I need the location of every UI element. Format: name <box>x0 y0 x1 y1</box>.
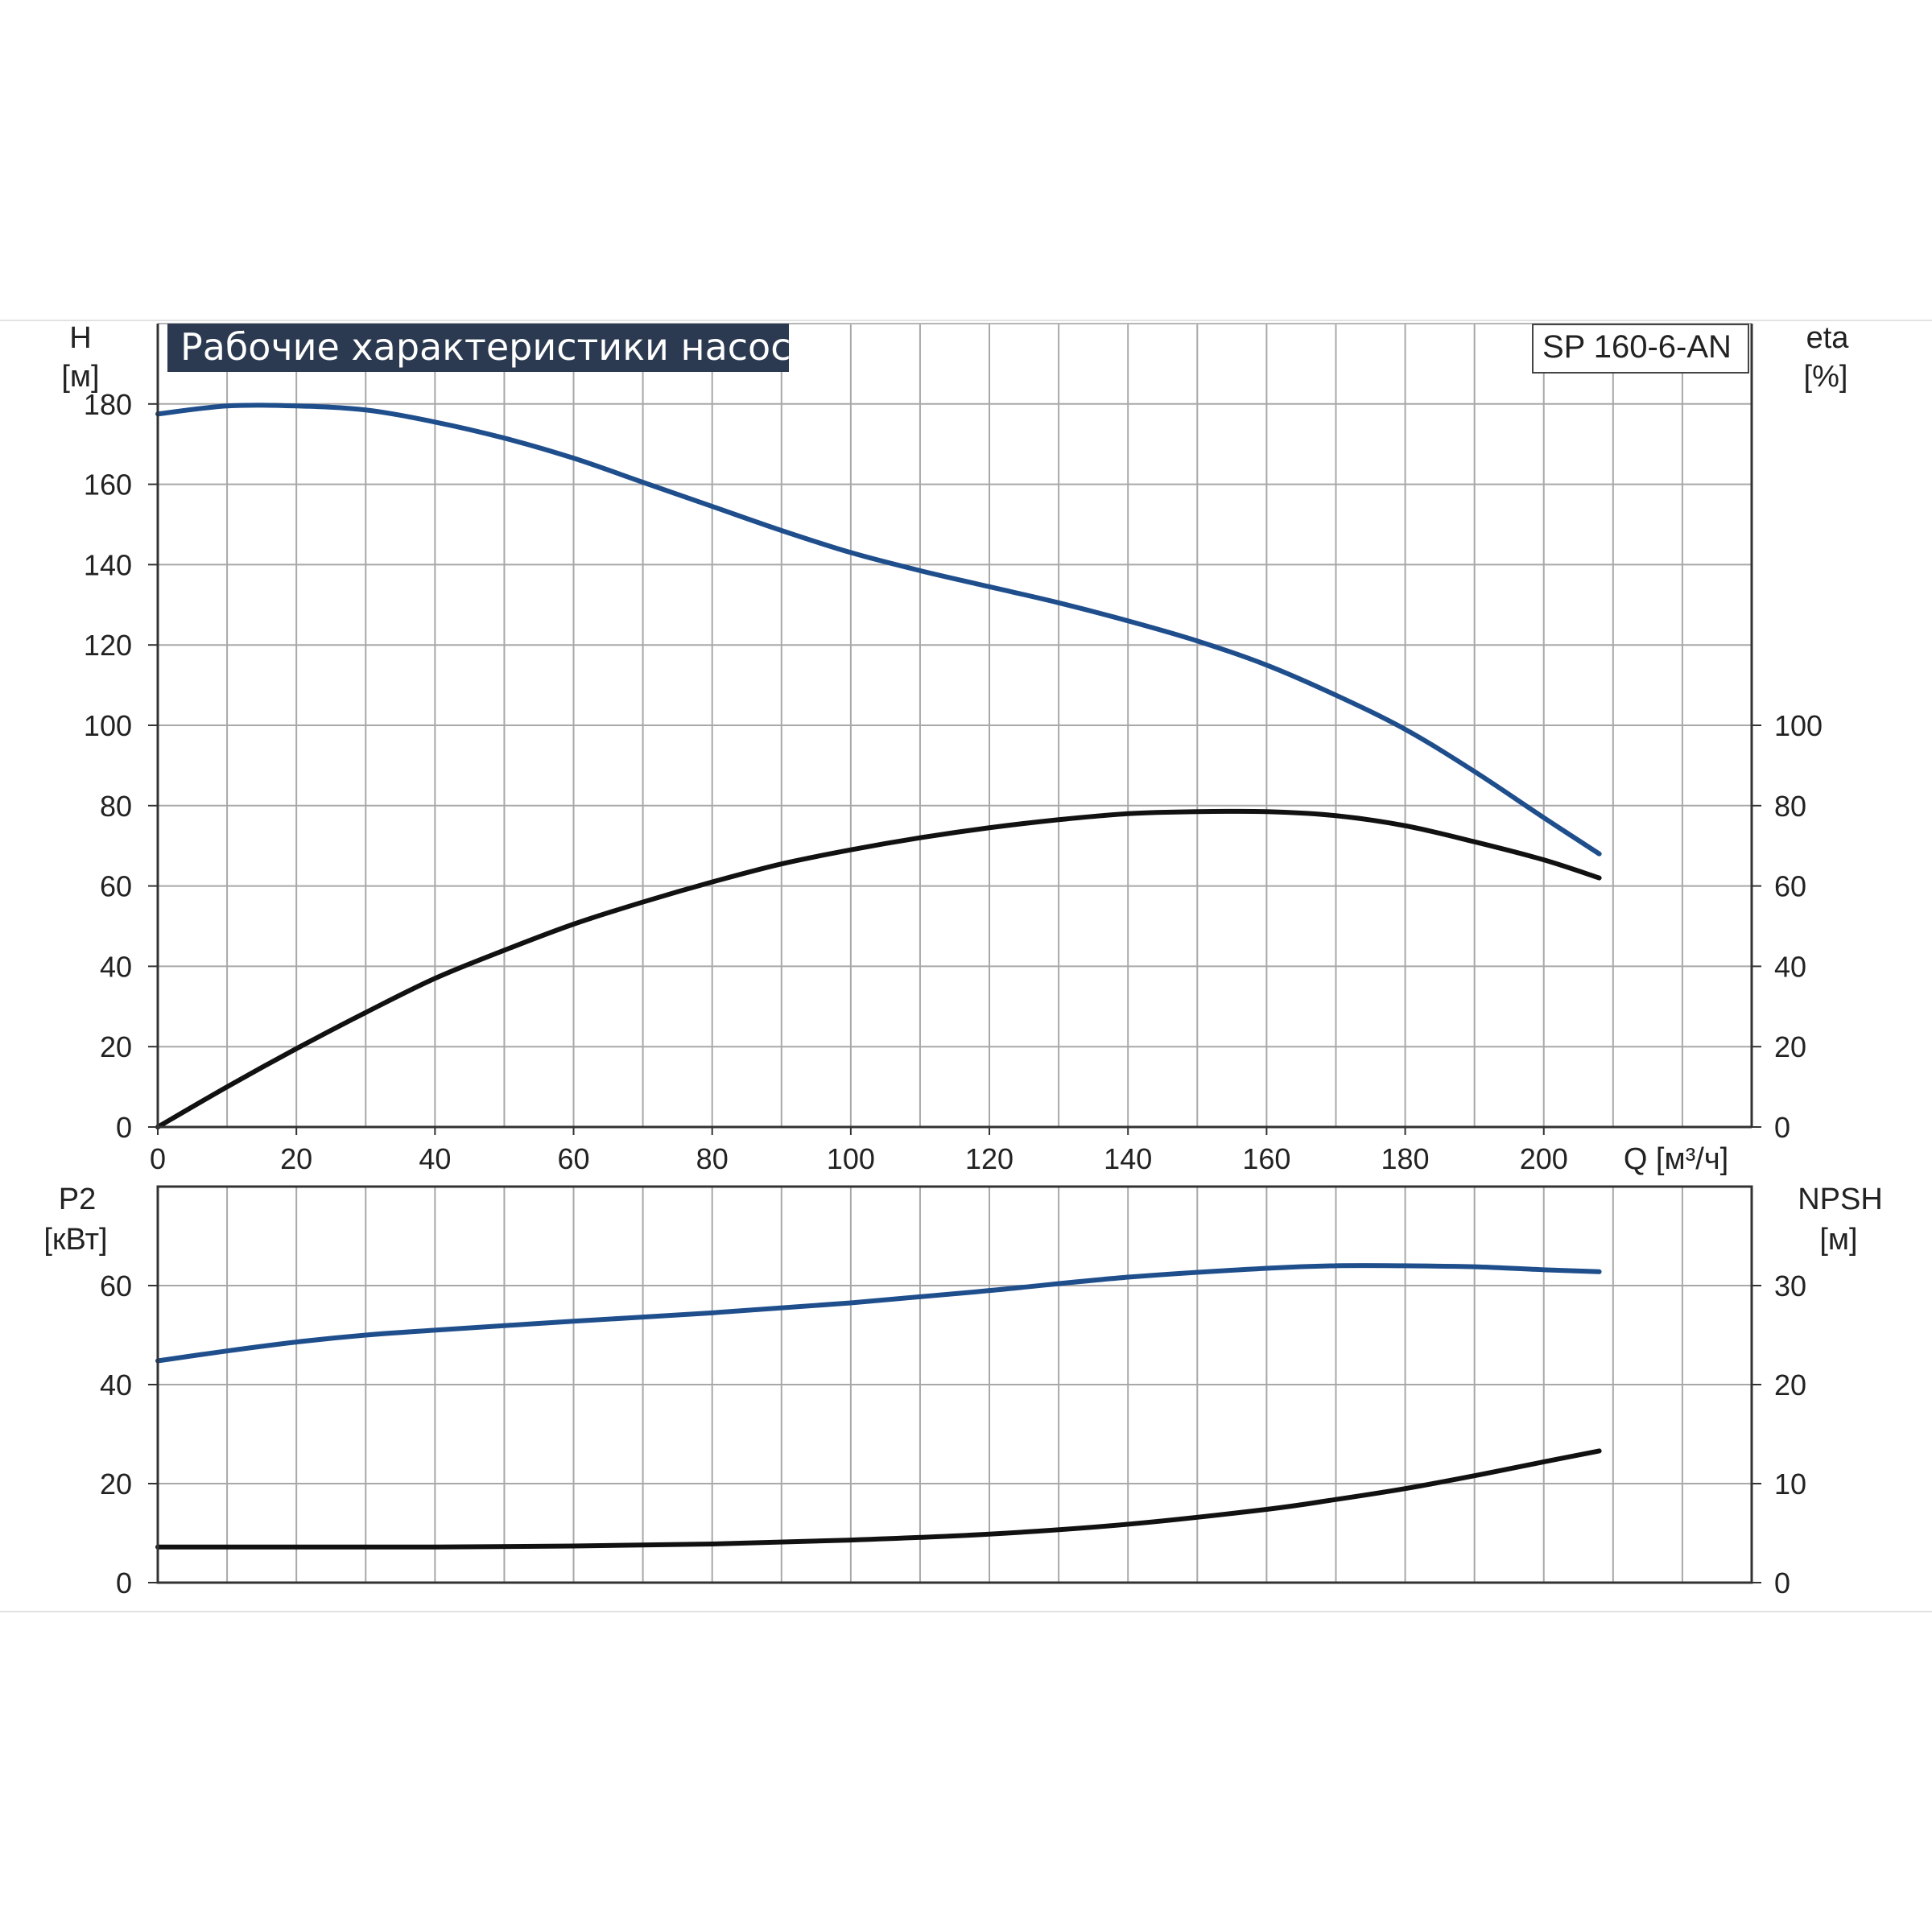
npsh-tick-label: 30 <box>1774 1269 1806 1302</box>
top-panel-grid <box>158 324 1752 1127</box>
npsh-tick-label: 0 <box>1774 1567 1790 1600</box>
h-tick-label: 120 <box>84 629 132 662</box>
npsh-tick-label: 10 <box>1774 1468 1806 1501</box>
series-npsh-curve <box>155 1448 1602 1550</box>
eta-tick-label: 80 <box>1774 790 1806 823</box>
x-tick-label: 100 <box>827 1142 875 1175</box>
x-tick-label: 20 <box>280 1142 312 1175</box>
h-tick-label: 20 <box>100 1030 132 1063</box>
eta-axis-title: eta <box>1806 321 1850 355</box>
h-tick-label: 100 <box>84 709 132 742</box>
x-tick-label: 160 <box>1242 1142 1290 1175</box>
series-layer <box>155 402 1602 1550</box>
x-tick-label: 40 <box>419 1142 451 1175</box>
h-tick-label: 180 <box>84 388 132 421</box>
h-tick-label: 40 <box>100 950 132 983</box>
p2-tick-label: 0 <box>116 1567 132 1600</box>
p2-axis-title: P2 <box>59 1183 96 1216</box>
chart-title-box: Рабочие характеристики насоса <box>167 324 814 372</box>
p2-tick-label: 20 <box>100 1468 132 1501</box>
x-tick-label: 60 <box>557 1142 589 1175</box>
q-axis-title: Q [м³/ч] <box>1624 1142 1728 1176</box>
p2-tick-label: 40 <box>100 1368 132 1402</box>
npsh-axis-title: NPSH <box>1798 1183 1883 1216</box>
model-box: SP 160-6-AN <box>1532 324 1749 374</box>
bottom-panel-grid <box>158 1187 1752 1583</box>
h-tick-label: 0 <box>116 1111 132 1144</box>
x-tick-label: 120 <box>965 1142 1013 1175</box>
h-axis-unit: [м] <box>61 360 99 394</box>
h-tick-label: 60 <box>100 870 132 903</box>
h-tick-label: 140 <box>84 548 132 581</box>
eta-tick-label: 100 <box>1774 709 1823 742</box>
x-tick-label: 140 <box>1104 1142 1152 1175</box>
eta-tick-label: 60 <box>1774 870 1806 903</box>
x-tick-label: 80 <box>696 1142 729 1175</box>
eta-axis-unit: [%] <box>1804 360 1848 394</box>
x-tick-label: 200 <box>1520 1142 1568 1175</box>
p2-axis-unit: [кВт] <box>43 1223 107 1257</box>
x-tick-label: 0 <box>150 1142 166 1175</box>
eta-tick-label: 20 <box>1774 1030 1806 1063</box>
p2-tick-label: 60 <box>100 1269 132 1302</box>
eta-tick-label: 0 <box>1774 1111 1790 1144</box>
series-eta-curve <box>155 808 1602 1129</box>
tick-labels: 0 20 40 60 80 100 120 140 160 180 2000204060801001… <box>84 388 1823 1600</box>
h-tick-label: 160 <box>84 469 132 502</box>
model-label: SP 160-6-AN <box>1542 329 1732 365</box>
npsh-tick-label: 20 <box>1774 1368 1806 1402</box>
h-axis-title: H <box>69 321 91 355</box>
npsh-axis-unit: [м] <box>1819 1223 1857 1257</box>
series-p2-curve <box>155 1263 1602 1364</box>
eta-tick-label: 40 <box>1774 950 1806 983</box>
h-tick-label: 80 <box>100 790 132 823</box>
x-tick-label: 180 <box>1381 1142 1430 1175</box>
chart-title: Рабочие характеристики насоса <box>180 325 814 369</box>
series-h-curve <box>155 402 1602 857</box>
